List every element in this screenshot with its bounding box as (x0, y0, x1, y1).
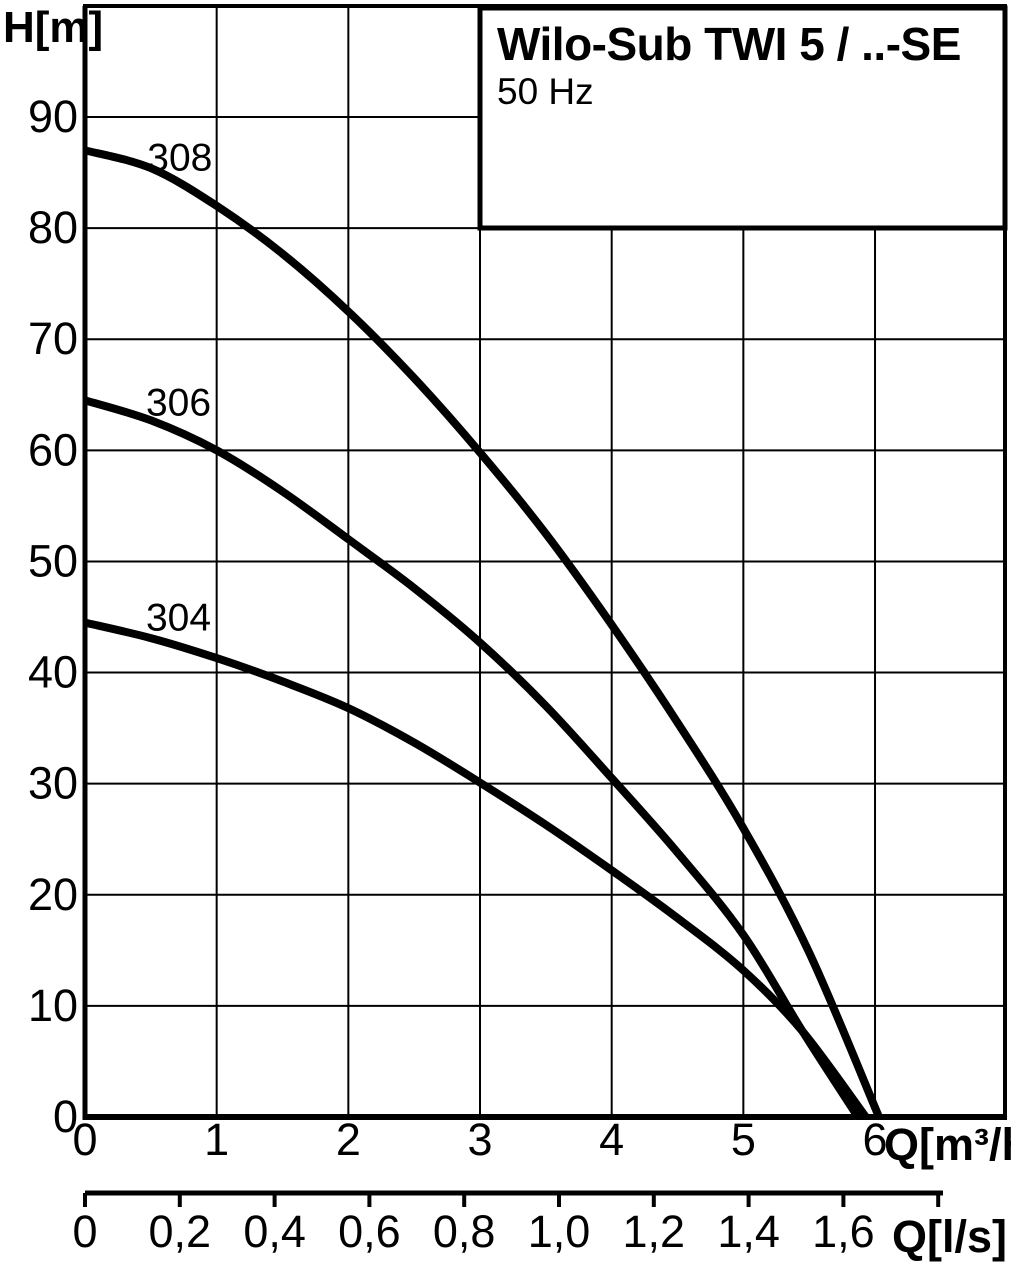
y-tick-label: 0 (53, 1091, 78, 1142)
y-tick-label: 80 (28, 202, 78, 253)
secondary-tick-label: 0,4 (243, 1206, 306, 1257)
y-tick-label: 20 (28, 869, 78, 920)
y-tick-label: 50 (28, 535, 78, 586)
x-tick-label: 5 (731, 1114, 756, 1165)
secondary-tick-label: 0,8 (433, 1206, 496, 1257)
x-tick-label: 2 (336, 1114, 361, 1165)
axis-tick-labels: 0 10 20 30 40 50 60 70 80 90 0 1 2 3 4 5 6 (28, 91, 888, 1165)
secondary-axis-unit-label: Q[l/s] (891, 1211, 1007, 1262)
curve-306 (83, 396, 862, 1120)
y-axis-unit-label: H[m] (3, 3, 104, 52)
curve-304 (84, 618, 870, 1120)
curve-308 (83, 146, 883, 1119)
y-tick-label: 70 (28, 313, 78, 364)
x-tick-label: 4 (599, 1114, 624, 1165)
x-tick-label: 3 (467, 1114, 492, 1165)
secondary-tick-label: 0,6 (338, 1206, 401, 1257)
x-tick-label: 6 (863, 1114, 888, 1165)
y-tick-label: 60 (28, 424, 78, 475)
y-tick-label: 90 (28, 91, 78, 142)
secondary-tick-label: 1,2 (623, 1206, 686, 1257)
x-tick-label: 1 (204, 1114, 229, 1165)
y-tick-label: 10 (28, 980, 78, 1031)
secondary-axis: 0 0,2 0,4 0,6 0,8 1,0 1,2 1,4 1,6 (72, 1190, 943, 1257)
y-tick-label: 40 (28, 647, 78, 698)
curve-label-308: 308 (147, 136, 213, 180)
curve-label-304: 304 (145, 596, 212, 640)
x-tick-label: 0 (72, 1114, 97, 1165)
chart-title: Wilo-Sub TWI 5 / ..-SE (497, 18, 961, 70)
secondary-tick-label: 0,2 (149, 1206, 212, 1257)
secondary-tick-label: 1,6 (812, 1206, 875, 1257)
secondary-tick-label: 0 (72, 1206, 97, 1257)
chart-frequency-label: 50 Hz (497, 71, 594, 112)
title-box (477, 5, 1008, 231)
secondary-tick-label: 1,4 (717, 1206, 780, 1257)
y-tick-label: 30 (28, 758, 78, 809)
secondary-tick-label: 1,0 (528, 1206, 591, 1257)
pump-curves (83, 146, 883, 1120)
x-axis-unit-label: Q[m³/h] (884, 1119, 1011, 1170)
curve-label-306: 306 (145, 381, 212, 425)
